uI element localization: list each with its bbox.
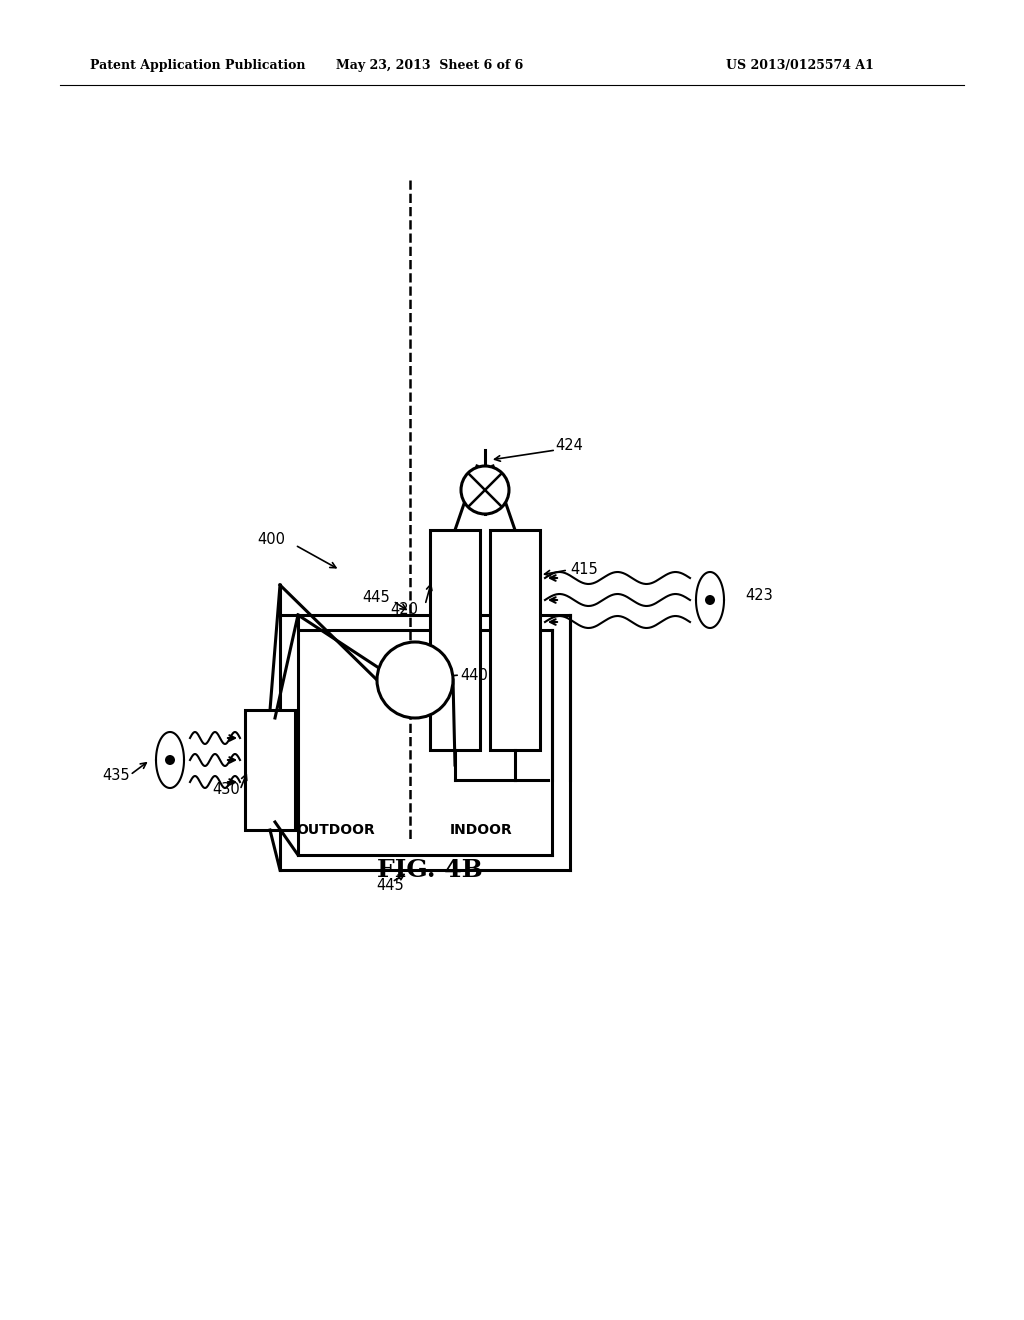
Bar <box>245 710 295 830</box>
Text: 424: 424 <box>555 437 583 453</box>
Text: Patent Application Publication: Patent Application Publication <box>90 58 305 71</box>
Text: FIG. 4B: FIG. 4B <box>377 858 483 882</box>
Bar <box>490 531 540 750</box>
Bar <box>430 531 480 750</box>
Text: 420: 420 <box>390 602 418 618</box>
Circle shape <box>705 595 715 605</box>
Text: 423: 423 <box>745 587 773 602</box>
Text: 435: 435 <box>102 767 130 783</box>
Text: INDOOR: INDOOR <box>450 822 513 837</box>
Text: 445: 445 <box>362 590 390 606</box>
Text: 400: 400 <box>257 532 285 548</box>
Text: 445: 445 <box>376 878 403 892</box>
Circle shape <box>461 466 509 513</box>
Text: 440: 440 <box>460 668 487 682</box>
Circle shape <box>377 642 453 718</box>
Text: 415: 415 <box>570 562 598 578</box>
Text: May 23, 2013  Sheet 6 of 6: May 23, 2013 Sheet 6 of 6 <box>336 58 523 71</box>
Text: US 2013/0125574 A1: US 2013/0125574 A1 <box>726 58 873 71</box>
Circle shape <box>165 755 175 766</box>
Text: OUTDOOR: OUTDOOR <box>296 822 375 837</box>
Text: 430: 430 <box>212 783 240 797</box>
